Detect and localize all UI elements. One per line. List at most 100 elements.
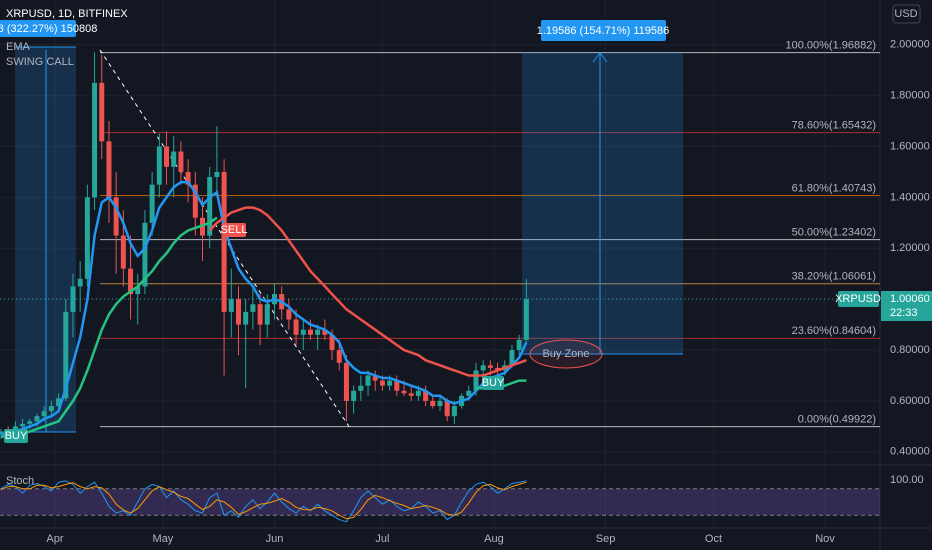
candle-body — [84, 197, 90, 279]
candle-body — [315, 329, 321, 335]
measure-label-bg — [0, 20, 76, 37]
candle-body — [480, 365, 486, 371]
price-tag-bg — [881, 291, 932, 322]
stoch-tick-label: 100.00 — [890, 474, 924, 486]
candle-body — [164, 146, 170, 167]
x-tick-label: Nov — [815, 533, 835, 545]
candle-body — [27, 421, 33, 424]
fib-label: 61.80%(1.40743) — [792, 182, 876, 194]
stoch-k — [0, 480, 527, 523]
drawings — [15, 46, 683, 433]
candle-body — [41, 411, 47, 417]
candle-body — [99, 82, 105, 142]
y-tick-label: 1.80000 — [890, 90, 930, 102]
candle-body — [487, 365, 493, 368]
fib-label: 50.00%(1.23402) — [792, 227, 876, 239]
candle-body — [178, 151, 184, 172]
candle-body — [207, 177, 213, 236]
candle-body — [135, 286, 141, 295]
y-tick-label: 0.80000 — [890, 344, 930, 356]
candle-body — [106, 141, 112, 198]
price-name-bg — [838, 291, 879, 308]
stoch-name: Stoch — [6, 475, 34, 487]
candle-body — [185, 171, 191, 185]
sell-label-bg — [222, 223, 246, 237]
x-tick-label: Aug — [484, 533, 504, 545]
candle-body — [257, 304, 263, 325]
candle-body — [351, 390, 357, 401]
candle-body — [228, 299, 234, 312]
candle-body — [394, 380, 400, 391]
currency: USD — [894, 8, 917, 20]
candle-body — [120, 235, 126, 269]
currency-box — [892, 4, 921, 24]
x-tick-label: Apr — [46, 533, 63, 545]
candle-body — [372, 375, 378, 381]
candle-body — [523, 299, 529, 340]
candle-body — [48, 406, 54, 412]
candle-body — [250, 304, 256, 312]
candle-body — [408, 393, 414, 396]
price-tag: 1.00060 — [890, 293, 930, 305]
buy-zone-label: Buy Zone — [542, 348, 589, 360]
candle-body — [63, 311, 69, 399]
candle-body — [343, 362, 349, 401]
candle-body — [0, 431, 4, 435]
candle-body — [171, 151, 177, 167]
ema-line — [208, 206, 527, 377]
y-tick-label: 1.20000 — [890, 242, 930, 254]
candle-body — [243, 311, 249, 325]
ema-line — [1, 180, 528, 436]
candle-body — [437, 400, 443, 407]
buy-label: BUY — [482, 377, 505, 389]
candle-body — [444, 400, 450, 417]
x-tick-label: Jun — [266, 533, 284, 545]
candle-body — [379, 380, 385, 386]
fib-label: 78.60%(1.65432) — [792, 120, 876, 132]
candle-body — [56, 398, 62, 407]
candle-body — [214, 171, 220, 178]
candle-body — [293, 319, 299, 335]
title: XRPUSD, 1D, BITFINEX — [6, 8, 128, 20]
fib-label: 0.00%(0.49922) — [798, 413, 876, 425]
sell-label: SELL — [221, 224, 248, 236]
candle-body — [221, 171, 227, 312]
y-tick-label: 2.00000 — [890, 39, 930, 51]
candle-body — [430, 400, 436, 407]
candle-body — [509, 350, 515, 366]
candle-body — [336, 350, 342, 363]
candle-body — [286, 309, 292, 320]
y-tick-label: 1.60000 — [890, 140, 930, 152]
fib-label: 23.60%(0.84604) — [792, 325, 876, 337]
candle-body — [142, 222, 148, 287]
legend-entry: EMA — [6, 41, 31, 53]
arrow-head — [592, 52, 608, 63]
price-countdown: 22:33 — [890, 307, 918, 319]
buy-label-bg — [4, 429, 28, 443]
candle-body — [300, 329, 306, 335]
candle-body — [415, 390, 421, 396]
measure-label: 1.19586 (154.71%) 119586 — [537, 25, 670, 37]
candle-body — [113, 197, 119, 236]
buy-label: BUY — [5, 430, 28, 442]
candle-body — [473, 370, 479, 391]
candle-body — [451, 406, 457, 417]
candle-body — [20, 423, 26, 427]
candle-body — [77, 278, 83, 287]
x-tick-label: Oct — [705, 533, 722, 545]
candle-body — [329, 334, 335, 351]
legend-entry: SWING CALL — [6, 56, 74, 68]
y-tick-label: 1.40000 — [890, 191, 930, 203]
x-tick-label: May — [153, 533, 174, 545]
candle-body — [401, 390, 407, 394]
y-tick-label: 0.40000 — [890, 446, 930, 458]
candle-body — [264, 304, 270, 325]
candle-body — [466, 390, 472, 396]
stoch-d — [0, 481, 527, 520]
candle-body — [307, 329, 313, 335]
measure-label-bg — [541, 20, 666, 41]
measure-label: 1.50808 (322.27%) 150808 — [0, 23, 97, 35]
candle-body — [387, 380, 393, 386]
